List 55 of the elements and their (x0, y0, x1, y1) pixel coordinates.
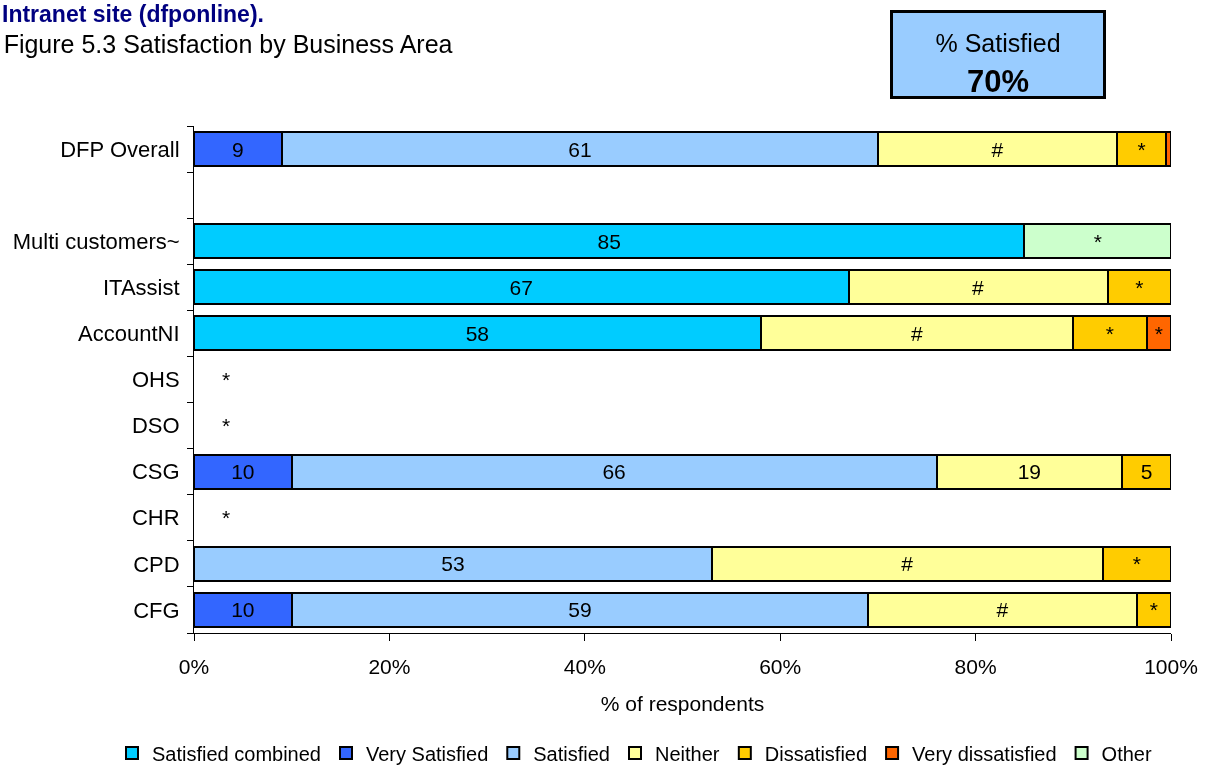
data-label: * (1154, 321, 1163, 345)
x-tick-label: 80% (954, 655, 997, 679)
y-tick-label: AccountNI (78, 321, 180, 347)
y-tick-label: Multi customers~ (12, 228, 180, 254)
legend-label: Very Satisfied (365, 742, 489, 765)
annotation: * (222, 506, 231, 529)
data-label: 10 (231, 460, 255, 484)
data-label: 19 (1017, 460, 1042, 484)
data-label: 85 (597, 229, 621, 253)
data-label: # (901, 552, 914, 576)
y-tick-label: CPD (133, 551, 180, 577)
x-tick-label: 20% (368, 655, 411, 679)
data-label: * (1105, 321, 1115, 345)
y-tick-label: CFG (133, 597, 180, 623)
data-label: * (1132, 552, 1141, 576)
y-tick-label: DSO (131, 413, 180, 439)
data-label: 5 (1140, 460, 1153, 484)
data-label: 59 (568, 598, 592, 622)
data-label: 53 (441, 552, 465, 576)
y-tick-label: ITAssist (103, 275, 180, 301)
chart-title: Figure 5.3 Satisfaction by Business Area (3, 29, 453, 58)
legend-label: Neither (655, 742, 720, 765)
legend-label: Dissatisfied (764, 742, 868, 765)
text: % Satisfied (935, 29, 1061, 57)
legend-label: Very dissatisfied (912, 742, 1057, 765)
legend-label: Satisfied combined (152, 742, 321, 765)
text: 70% (967, 64, 1030, 99)
legend-label: Other (1101, 742, 1152, 765)
data-label: 58 (465, 321, 490, 345)
y-tick-label: CSG (131, 459, 180, 485)
x-tick-label: 0% (178, 655, 210, 679)
data-label: 67 (509, 275, 533, 299)
x-tick-label: 100% (1144, 655, 1198, 679)
text: Intranet site (dfponline). (2, 1, 264, 27)
annotation: * (222, 368, 231, 391)
data-label: * (1149, 598, 1158, 622)
data-label: 61 (568, 137, 592, 161)
data-label: 66 (602, 460, 626, 484)
y-tick-label: CHR (131, 505, 180, 531)
data-label: # (910, 321, 923, 345)
legend-label: Satisfied (533, 742, 610, 765)
x-axis-title: % of respondents (600, 692, 765, 716)
data-label: 9 (232, 137, 244, 161)
annotation: * (222, 414, 231, 437)
data-label: # (972, 275, 985, 299)
x-tick-label: 40% (563, 655, 606, 679)
data-label: 10 (231, 598, 255, 622)
data-label: * (1137, 137, 1146, 161)
y-tick-label: DFP Overall (60, 136, 180, 162)
data-label: # (991, 137, 1004, 161)
x-tick-label: 60% (759, 655, 802, 679)
data-label: * (1135, 275, 1144, 299)
data-label: # (996, 598, 1009, 622)
y-tick-label: OHS (131, 367, 180, 393)
data-label: * (1093, 229, 1102, 253)
